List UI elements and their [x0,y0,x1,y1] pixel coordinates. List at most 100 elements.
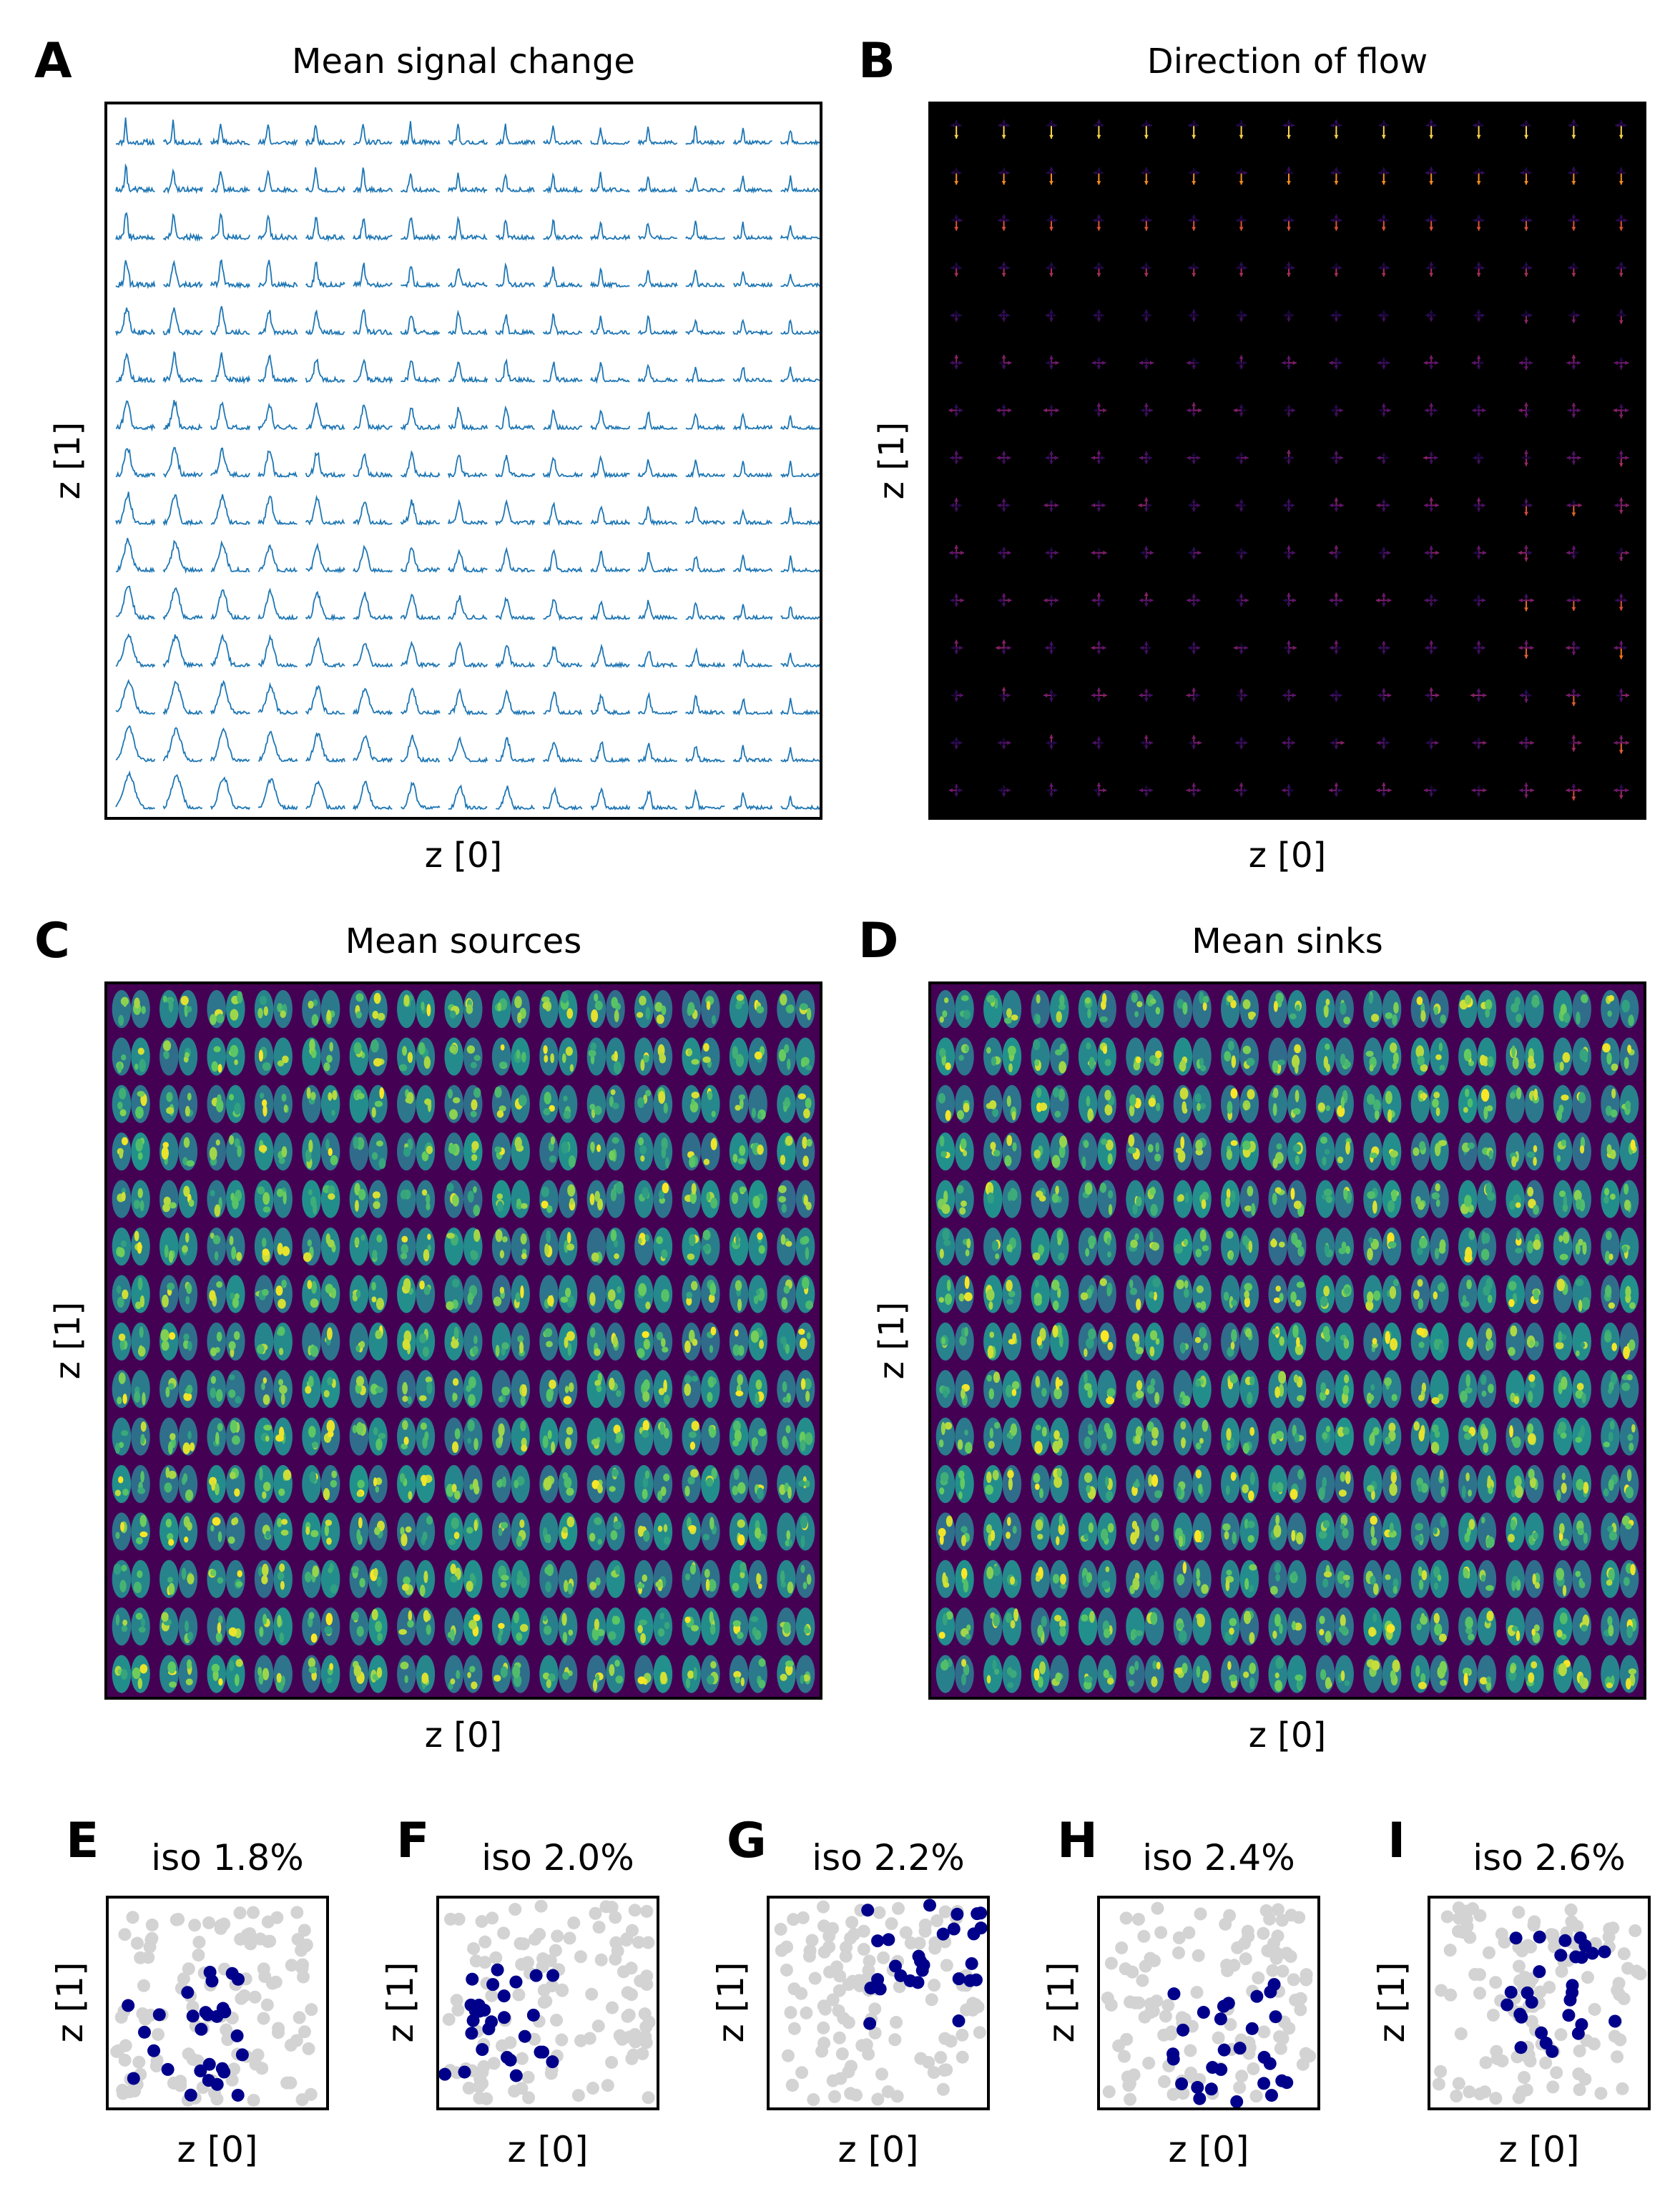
flow-arrowhead [1233,645,1237,650]
scatter-point [1184,2044,1197,2057]
flow-arrowhead [1096,214,1101,218]
signal-trace [210,447,251,479]
flow-arrowhead [1001,738,1006,742]
map-tile [1126,1180,1164,1218]
map-tile [1315,1037,1354,1076]
signal-trace [257,214,298,241]
map-tile [983,1607,1022,1646]
map-tile [349,1037,388,1076]
iso-highlight-point [529,1969,543,1982]
map-tile [1458,1512,1497,1551]
flow-arrowhead [1239,697,1244,702]
flow-arrowhead [1243,265,1247,270]
iso-highlight-point [491,1963,504,1977]
map-tile [112,1655,150,1693]
flow-arrowhead [1239,167,1244,172]
flow-arrowhead [1001,650,1006,655]
flow-arrowhead [1334,167,1339,171]
scatter-point [126,1911,139,1924]
flow-arrowhead [1001,687,1006,691]
flow-arrowhead [1287,134,1291,139]
flow-arrowhead [1483,693,1487,697]
flow-arrowhead [1473,645,1477,650]
map-tile [729,989,767,1029]
scatter-point [1266,1964,1279,1977]
signal-trace [685,694,725,716]
flow-arrowhead [1571,748,1576,752]
flow-arrowhead [1244,598,1249,603]
signal-trace [353,263,393,288]
flow-arrowhead [1287,460,1291,464]
signal-trace [400,173,440,193]
flow-arrowhead [1043,693,1048,697]
signal-trace [353,124,393,146]
map-tile [1553,1322,1591,1361]
flow-arrowhead [1282,788,1286,793]
flow-arrowhead [1292,550,1296,555]
flow-arrowhead [1476,640,1481,645]
flow-arrowhead [1192,134,1197,139]
map-tile [349,1132,388,1171]
scatter-point [605,2001,619,2014]
scatter-point [871,2092,885,2106]
iso-highlight-point [465,2027,478,2040]
map-tile [777,1512,815,1551]
map-tile [1031,1464,1069,1504]
iso-highlight-point [1214,2012,1227,2026]
flow-arrowhead [1429,697,1434,702]
map-tile [302,1417,340,1456]
flow-arrowhead [1566,693,1570,697]
signal-trace [732,792,773,811]
signal-trace [543,549,583,573]
flow-arrowhead [1236,313,1240,318]
scatter-point [1101,1992,1114,2005]
map-tile [1031,1132,1069,1171]
flow-arrowhead [1049,641,1053,645]
flow-arrowhead [1001,745,1006,750]
iso-highlight-point [1204,2082,1218,2096]
iso-scatter [439,1899,656,2105]
scatter-point [1137,1929,1151,1943]
flow-arrowhead [1334,640,1339,645]
map-tile [1410,1512,1449,1551]
scatter-point [642,1936,655,1949]
flow-arrowhead [1435,740,1439,745]
signal-trace [495,689,536,716]
flow-arrowhead [1330,313,1335,318]
map-tile [1315,1512,1354,1551]
flow-arrowhead [1091,503,1096,508]
signal-trace [115,537,155,574]
flow-arrowhead [1144,697,1149,702]
flow-arrowhead [1429,594,1434,598]
flow-arrowhead [1334,134,1339,139]
flow-arrowhead [1425,170,1429,175]
map-tile [586,1559,625,1598]
signal-trace [732,508,773,526]
flow-arrowhead [1381,357,1386,361]
signal-trace [685,177,725,193]
map-tile [159,1417,198,1456]
flow-arrowhead [1571,167,1576,171]
flow-arrowhead [1334,214,1339,218]
flow-arrowhead [1144,227,1149,231]
flow-arrowhead [1049,227,1053,231]
flow-arrowhead [1528,693,1532,697]
flow-arrowhead [1188,645,1192,650]
flow-arrowhead [1476,508,1481,512]
flow-arrowhead [1001,593,1006,597]
iso-highlight-point [1269,2010,1282,2024]
flow-arrowhead [1197,503,1201,508]
flow-arrowhead [1528,503,1533,508]
flow-arrowhead [1623,170,1627,175]
signal-trace [590,740,631,763]
flow-arrowhead [1006,123,1010,128]
flow-arrowhead [1049,555,1053,559]
map-tile [112,1084,150,1123]
flow-arrowhead [1476,594,1481,599]
flow-arrowhead [959,693,963,697]
scatter-point [973,2026,986,2039]
map-tile [634,1464,673,1504]
flow-arrowhead [1331,265,1335,270]
flow-arrowhead [1192,555,1197,559]
map-tile [1315,1655,1354,1693]
